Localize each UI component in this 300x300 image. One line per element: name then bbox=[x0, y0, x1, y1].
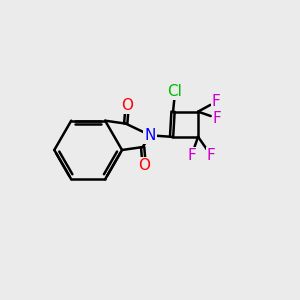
Text: F: F bbox=[213, 112, 222, 127]
Text: O: O bbox=[121, 98, 133, 113]
Text: O: O bbox=[138, 158, 150, 173]
Text: F: F bbox=[187, 148, 196, 164]
Text: N: N bbox=[145, 128, 156, 143]
Text: Cl: Cl bbox=[167, 83, 182, 98]
Text: F: F bbox=[212, 94, 221, 109]
Text: F: F bbox=[207, 148, 216, 164]
